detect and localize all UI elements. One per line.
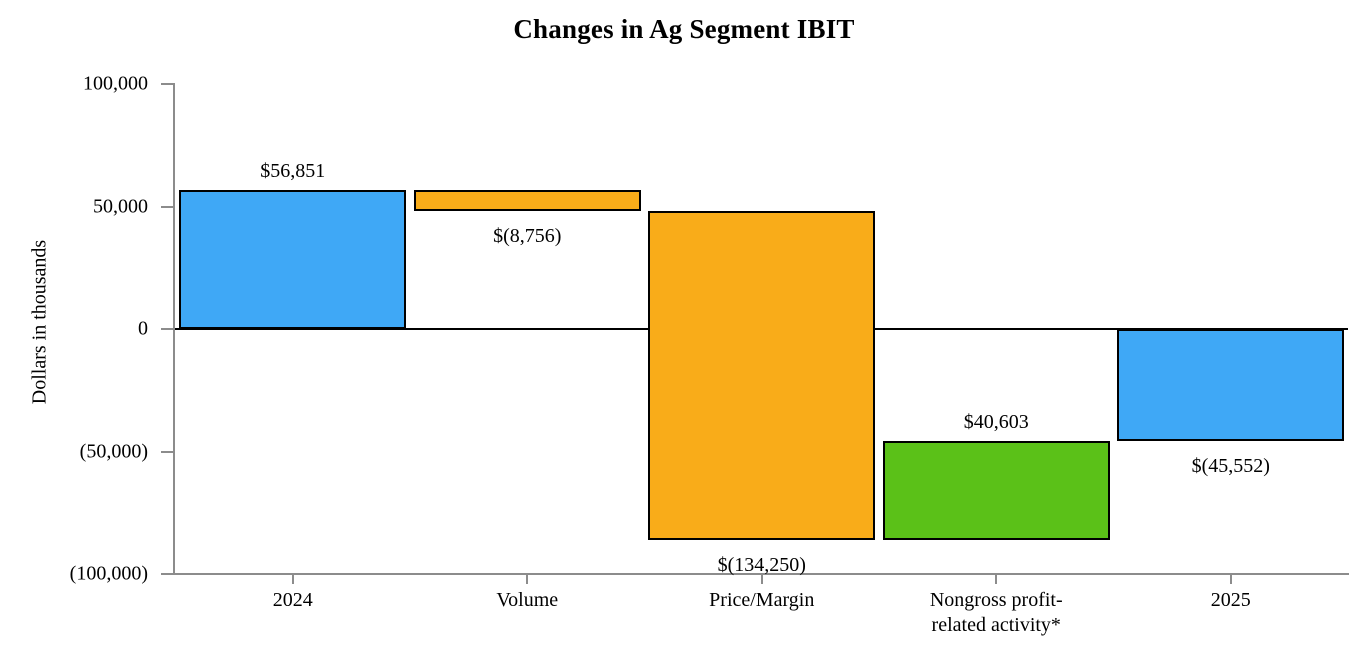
y-tick-label-0: 0 — [138, 317, 148, 340]
bar-nongross-profit — [882, 440, 1110, 541]
data-label-volume: $(8,756) — [493, 225, 562, 248]
bar-price-margin — [648, 211, 876, 541]
bar-volume — [413, 189, 641, 212]
x-tick-mark-price-margin — [760, 575, 763, 584]
category-label-price-margin: Price/Margin — [709, 589, 815, 611]
x-axis-line — [161, 573, 1349, 575]
category-label-nongross-profit: Nongross profit- related activity* — [929, 589, 1063, 636]
x-tick-mark-nongross-profit — [995, 575, 998, 584]
x-tick-mark-2025 — [1229, 575, 1232, 584]
y-tick-mark-100-000 — [161, 573, 174, 575]
data-label-2025: $(45,552) — [1191, 454, 1270, 477]
y-tick-label-100-000: 100,000 — [83, 72, 148, 95]
y-tick-label-100-000: (100,000) — [69, 562, 148, 585]
y-tick-mark-0 — [161, 328, 174, 330]
category-label-volume: Volume — [496, 589, 559, 611]
x-tick-mark-2024 — [291, 575, 294, 584]
data-label-nongross-profit: $40,603 — [963, 410, 1029, 433]
category-label-2024: 2024 — [272, 589, 313, 611]
y-tick-mark-50-000 — [161, 205, 174, 208]
bar-2024 — [179, 189, 407, 329]
data-label-price-margin: $(134,250) — [717, 554, 806, 577]
x-tick-mark-volume — [526, 575, 529, 584]
y-tick-label-50-000: 50,000 — [93, 195, 148, 217]
chart-title: Changes in Ag Segment IBIT — [513, 14, 855, 44]
y-tick-label-50-000: (50,000) — [79, 440, 148, 462]
category-label-2025: 2025 — [1210, 589, 1251, 611]
bar-2025 — [1117, 329, 1345, 441]
data-label-2024: $56,851 — [260, 159, 326, 182]
y-tick-mark-100-000 — [161, 83, 174, 85]
y-tick-mark-50-000 — [161, 450, 174, 453]
y-axis-line — [173, 83, 175, 575]
